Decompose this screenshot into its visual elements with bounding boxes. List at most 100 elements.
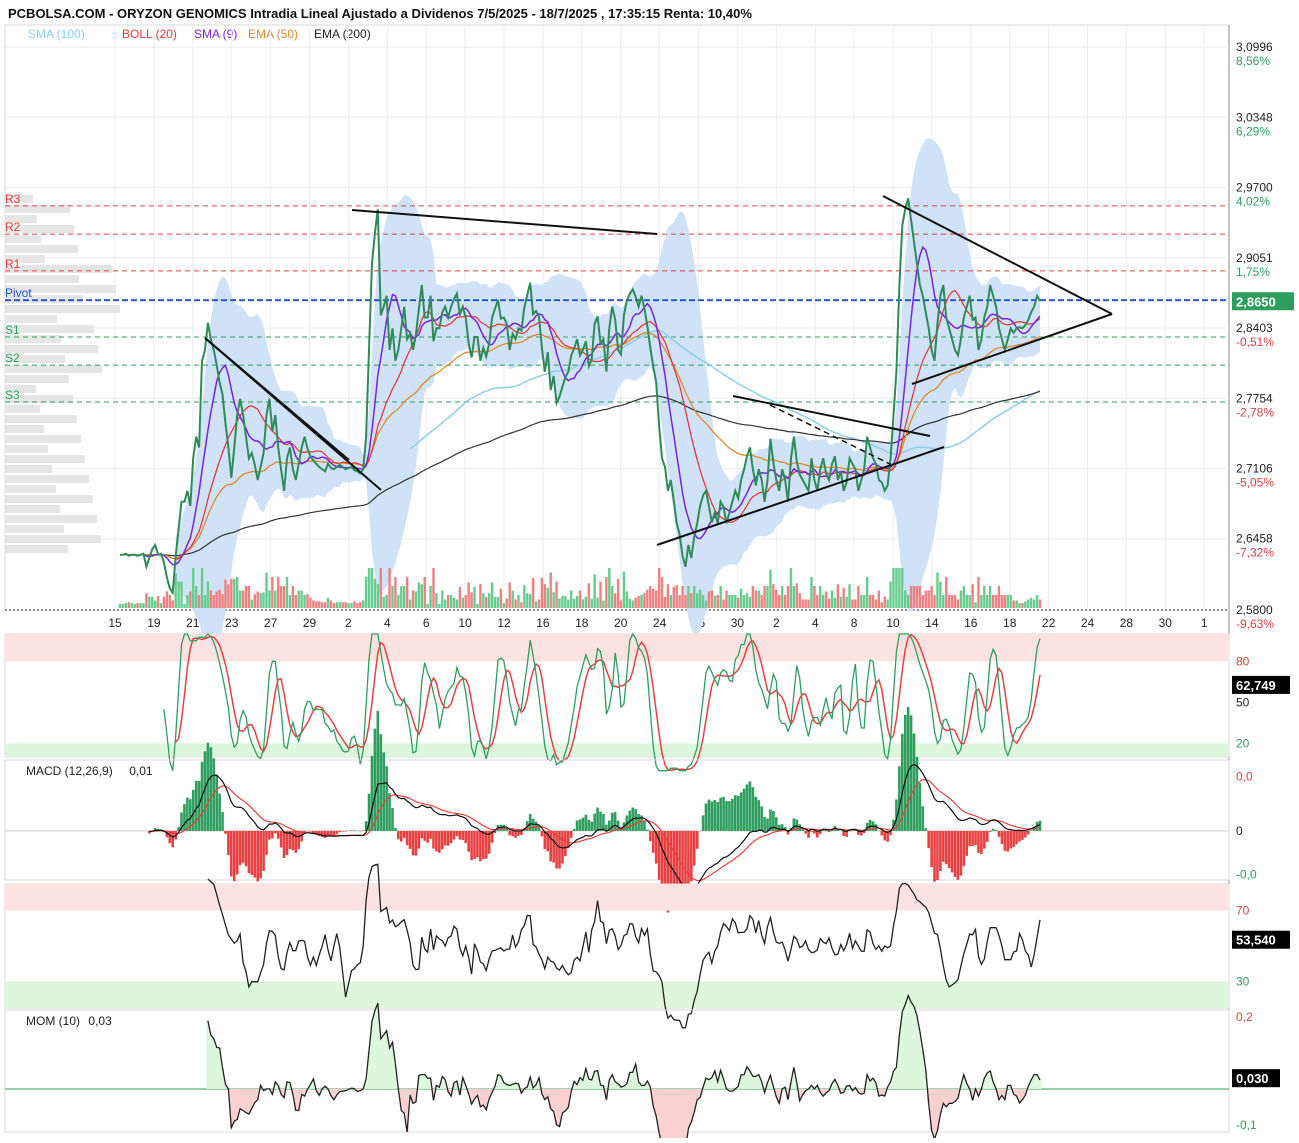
macd-histogram-bar: [233, 831, 236, 881]
macd-histogram-bar: [957, 831, 960, 880]
volume-bar: [497, 597, 499, 608]
volume-bar: [555, 582, 557, 609]
volume-bar: [728, 595, 730, 608]
volume-profile-bar: [5, 405, 40, 413]
volume-bar: [667, 584, 669, 608]
macd-histogram-bar: [960, 831, 963, 876]
volume-bar: [916, 586, 918, 608]
volume-bar: [567, 600, 569, 609]
macd-pane-value: 0,01: [129, 764, 153, 778]
macd-histogram-bar: [880, 831, 883, 836]
macd-histogram-bar: [746, 784, 749, 831]
volume-bar: [731, 595, 733, 608]
volume-bar: [309, 598, 311, 608]
volume-profile-bar: [5, 315, 57, 323]
volume-bar: [620, 600, 622, 608]
volume-bar: [614, 593, 616, 608]
mom-area-slice: [904, 1005, 907, 1089]
volume-bar: [863, 595, 865, 608]
macd-histogram-bar: [596, 808, 599, 831]
mom-area-slice: [552, 1089, 555, 1112]
volume-bar: [632, 600, 634, 608]
macd-axis-label: 0: [1236, 824, 1243, 838]
mom-area-slice: [666, 1089, 669, 1138]
macd-histogram-bar: [942, 831, 945, 862]
macd-histogram-bar: [429, 831, 432, 839]
macd-histogram-bar: [221, 812, 224, 831]
macd-histogram-bar: [239, 831, 242, 865]
macd-histogram-bar: [397, 831, 400, 839]
y-tick-pct: 6,29%: [1236, 124, 1270, 138]
volume-bar: [280, 586, 282, 608]
volume-bar: [942, 595, 944, 608]
macd-histogram-bar: [945, 831, 948, 864]
macd-histogram-bar: [649, 831, 652, 841]
mom-area-slice: [880, 1089, 883, 1095]
macd-histogram-bar: [998, 831, 1001, 837]
macd-histogram-bar: [919, 783, 922, 831]
volume-bar: [573, 599, 575, 608]
volume-bar: [251, 600, 253, 609]
volume-bar: [819, 586, 821, 608]
macd-histogram-bar: [438, 831, 441, 853]
volume-bar: [491, 582, 493, 608]
volume-bar: [605, 577, 607, 608]
volume-bar: [690, 593, 692, 608]
macd-histogram-bar: [382, 752, 385, 830]
macd-histogram-bar: [283, 831, 286, 858]
volume-bar: [892, 568, 894, 608]
macd-histogram-bar: [195, 781, 198, 831]
macd-histogram-bar: [333, 831, 336, 835]
volume-bar: [330, 600, 332, 608]
mom-area-slice: [379, 1039, 382, 1089]
mom-area-slice: [587, 1079, 590, 1089]
mom-axis-label: 0,2: [1236, 1010, 1253, 1024]
mom-area-slice: [239, 1089, 242, 1109]
macd-histogram-bar: [544, 831, 547, 849]
volume-bar: [277, 577, 279, 608]
y-tick-label: 2,6458: [1236, 532, 1273, 546]
volume-bar: [960, 591, 962, 609]
macd-histogram-bar: [441, 831, 444, 849]
macd-histogram-bar: [728, 801, 731, 831]
y-tick-label: 2,7106: [1236, 462, 1273, 476]
macd-histogram-bar: [602, 814, 605, 831]
volume-bar: [992, 595, 994, 608]
volume-bar: [180, 582, 182, 609]
volume-bar: [986, 595, 988, 608]
macd-histogram-bar: [353, 830, 356, 831]
volume-bar: [254, 594, 256, 608]
volume-bar: [289, 595, 291, 608]
volume-bar: [904, 591, 906, 609]
macd-histogram-bar: [646, 830, 649, 831]
chart-title: PCBOLSA.COM - ORYZON GENOMICS Intradia L…: [8, 6, 752, 21]
volume-bar: [705, 600, 707, 608]
macd-histogram-bar: [992, 829, 995, 831]
legend-item-1: BOLL (20): [122, 27, 177, 41]
volume-bar: [977, 577, 979, 608]
volume-bar: [834, 598, 836, 608]
volume-bar: [585, 597, 587, 608]
volume-bar: [629, 599, 631, 608]
macd-histogram-bar: [482, 831, 485, 859]
volume-bar: [482, 593, 484, 608]
macd-histogram-bar: [517, 831, 520, 836]
volume-bar: [233, 579, 235, 608]
level-label-s1: S1: [5, 323, 20, 337]
x-tick-label: 10: [886, 616, 900, 630]
macd-histogram-bar: [599, 812, 602, 831]
mom-area-slice: [476, 1089, 479, 1095]
macd-histogram-bar: [722, 797, 725, 831]
rsi-axis-label: 70: [1236, 904, 1250, 918]
macd-histogram-bar: [479, 831, 482, 861]
macd-histogram-bar: [294, 831, 297, 853]
volume-bar: [664, 597, 666, 608]
volume-bar: [265, 573, 267, 609]
volume-bar: [752, 586, 754, 608]
volume-bar: [945, 577, 947, 608]
volume-bar: [936, 573, 938, 609]
sto-oversold-zone: [5, 743, 1229, 757]
macd-histogram-bar: [702, 815, 705, 831]
volume-bar: [640, 595, 642, 608]
